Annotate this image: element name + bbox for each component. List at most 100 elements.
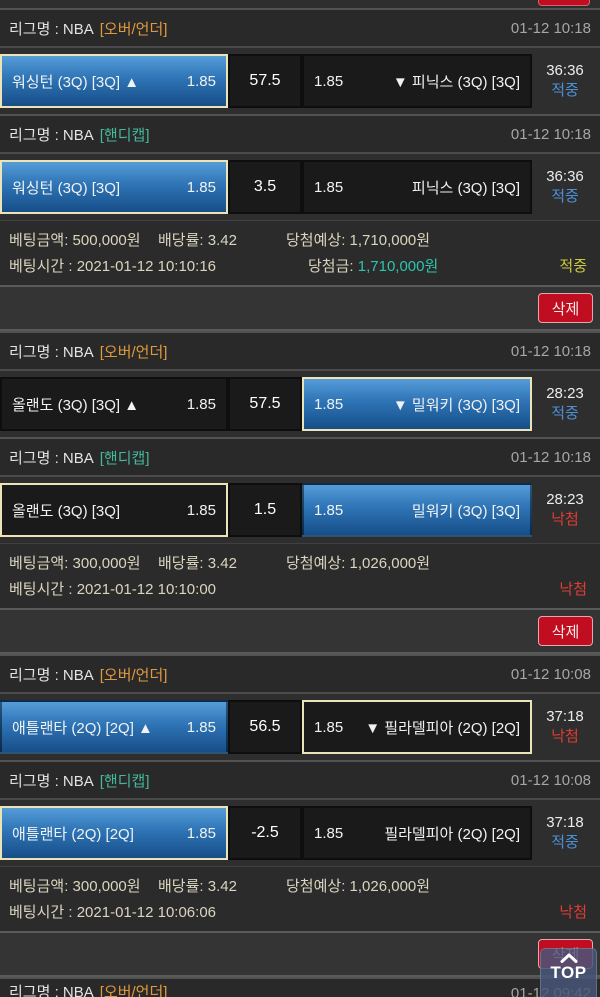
league-row: 리그명 : NBA [핸디캡] 01-12 10:18 (0, 437, 600, 477)
bet-row: 애틀랜타 (2Q) [2Q] 1.85 -2.5 1.85 필라델피아 (2Q)… (0, 800, 600, 866)
expected-win-value: 1,026,000원 (349, 877, 431, 895)
delete-row: 삭제 (0, 285, 600, 331)
chevron-up-icon (560, 953, 577, 963)
line-value: 56.5 (249, 718, 281, 735)
home-odds-value: 1.85 (186, 72, 216, 90)
away-odds-value: 1.85 (314, 501, 344, 519)
bet-placed-time: 01-12 10:08 (510, 771, 591, 789)
home-selection: 워싱턴 (3Q) [3Q] 1.85 (0, 160, 228, 214)
line-value: 57.5 (249, 395, 281, 412)
bet-placed-time: 01-12 10:18 (510, 342, 591, 360)
bet-status: 36:36 적중 (532, 61, 598, 101)
bet-result-badge: 적중 (551, 405, 579, 422)
bet-card: 리그명 : NBA [오버/언더] 01-12 10:18 올랜도 (3Q) [… (0, 331, 600, 654)
market-type-label: [오버/언더] (99, 343, 168, 361)
league-row: 리그명 : NBA [핸디캡] 01-12 10:18 (0, 114, 600, 154)
bet-amount-value: 500,000원 (72, 231, 141, 249)
league-label: 리그명 : NBA (9, 984, 94, 997)
expected-win-label: 당첨예상: (286, 877, 346, 895)
line-value-box: 1.5 (228, 483, 302, 537)
market-type-label: [오버/언더] (99, 20, 168, 38)
bet-time-value: 2021-01-12 10:06:06 (76, 903, 217, 921)
home-selection: 올랜도 (3Q) [3Q] 1.85 (0, 483, 228, 537)
away-selection: 1.85 ▼ 필라델피아 (2Q) [2Q] (302, 700, 532, 754)
bet-summary: 베팅금액: 300,000원 배당률: 3.42 당첨예상: 1,026,000… (0, 866, 600, 931)
away-team-label: 필라델피아 (2Q) [2Q] (384, 825, 520, 843)
bet-status: 37:18 적중 (532, 813, 598, 853)
expected-win-value: 1,026,000원 (349, 554, 431, 572)
league-row: 리그명 : NBA [핸디캡] 01-12 10:08 (0, 760, 600, 800)
bet-time-label: 베팅시간 : (9, 903, 73, 921)
bet-result-badge: 적중 (551, 834, 579, 851)
bet-row: 애틀랜타 (2Q) [2Q] ▲ 1.85 56.5 1.85 ▼ 필라델피아 … (0, 694, 600, 760)
home-selection: 애틀랜타 (2Q) [2Q] ▲ 1.85 (0, 700, 228, 754)
home-selection: 올랜도 (3Q) [3Q] ▲ 1.85 (0, 377, 228, 431)
total-odds-value: 3.42 (207, 877, 237, 895)
delete-row: 삭제 (0, 931, 600, 977)
delete-button-partial[interactable] (538, 0, 590, 6)
market-type-label: [핸디캡] (99, 126, 150, 144)
expected-win-label: 당첨예상: (286, 231, 346, 249)
line-value-box: 57.5 (228, 377, 302, 431)
away-selection: 1.85 ▼ 밀워키 (3Q) [3Q] (302, 377, 532, 431)
bet-time-label: 베팅시간 : (9, 257, 73, 275)
scroll-to-top-button[interactable]: TOP (540, 948, 597, 997)
bet-amount-label: 베팅금액: (9, 554, 69, 572)
bet-result-badge: 낙첨 (551, 511, 579, 528)
bet-amount: 베팅금액: 300,000원 (9, 552, 158, 573)
bet-time: 베팅시간 : 2021-01-12 10:10:16 (9, 255, 308, 276)
bet-time-label: 베팅시간 : (9, 580, 73, 598)
bet-result-badge: 낙첨 (551, 728, 579, 745)
game-time: 37:18 (546, 814, 584, 831)
payout-label: 당첨금: (308, 257, 354, 275)
away-selection: 1.85 피닉스 (3Q) [3Q] (302, 160, 532, 214)
bet-amount: 베팅금액: 500,000원 (9, 229, 158, 250)
delete-button[interactable]: 삭제 (538, 616, 593, 646)
home-odds-value: 1.85 (186, 395, 216, 413)
game-time: 28:23 (546, 491, 584, 508)
bet-amount: 베팅금액: 300,000원 (9, 875, 158, 896)
expected-win: 당첨예상: 1,026,000원 (286, 875, 430, 896)
line-value: 3.5 (253, 178, 277, 195)
total-odds-label: 배당률: (158, 877, 204, 895)
away-team-label: ▼ 피닉스 (3Q) [3Q] (392, 73, 520, 91)
total-odds: 배당률: 3.42 (158, 875, 286, 896)
home-selection: 애틀랜타 (2Q) [2Q] 1.85 (0, 806, 228, 860)
league-row: 리그명 : NBA [오버/언더] 01-12 10:18 (0, 8, 600, 48)
line-value-box: 57.5 (228, 54, 302, 108)
home-odds-value: 1.85 (186, 824, 216, 842)
away-selection: 1.85 ▼ 피닉스 (3Q) [3Q] (302, 54, 532, 108)
delete-button[interactable]: 삭제 (538, 293, 593, 323)
away-team-label: ▼ 밀워키 (3Q) [3Q] (392, 396, 520, 414)
bet-row: 올랜도 (3Q) [3Q] ▲ 1.85 57.5 1.85 ▼ 밀워키 (3Q… (0, 371, 600, 437)
market-type-label: [핸디캡] (99, 772, 150, 790)
bet-summary: 베팅금액: 300,000원 배당률: 3.42 당첨예상: 1,026,000… (0, 543, 600, 608)
expected-win-label: 당첨예상: (286, 554, 346, 572)
bet-row: 올랜도 (3Q) [3Q] 1.85 1.5 1.85 밀워키 (3Q) [3Q… (0, 477, 600, 543)
bet-time-value: 2021-01-12 10:10:00 (76, 580, 217, 598)
total-odds-value: 3.42 (207, 554, 237, 572)
bet-result-badge: 적중 (551, 82, 579, 99)
league-label: 리그명 : NBA (9, 343, 94, 361)
game-time: 36:36 (546, 168, 584, 185)
away-odds-value: 1.85 (314, 824, 344, 842)
payout-value: 1,710,000원 (357, 257, 439, 275)
league-label: 리그명 : NBA (9, 20, 94, 38)
away-team-label: 밀워키 (3Q) [3Q] (411, 502, 520, 520)
line-value: 1.5 (253, 501, 277, 518)
home-team-label: 올랜도 (3Q) [3Q] ▲ (12, 396, 140, 414)
delete-row: 삭제 (0, 608, 600, 654)
away-team-label: 피닉스 (3Q) [3Q] (411, 179, 520, 197)
league-row: 리그명 : NBA [오버/언더] 01-12 09:42 (0, 977, 600, 997)
home-odds-value: 1.85 (186, 718, 216, 736)
total-odds-value: 3.42 (207, 231, 237, 249)
market-type-label: [오버/언더] (99, 984, 168, 997)
league-label: 리그명 : NBA (9, 449, 94, 467)
away-team-label: ▼ 필라델피아 (2Q) [2Q] (365, 719, 520, 737)
away-selection: 1.85 필라델피아 (2Q) [2Q] (302, 806, 532, 860)
market-type-label: [핸디캡] (99, 449, 150, 467)
home-odds-value: 1.85 (186, 501, 216, 519)
home-team-label: 애틀랜타 (2Q) [2Q] (12, 825, 134, 843)
game-time: 28:23 (546, 385, 584, 402)
line-value-box: -2.5 (228, 806, 302, 860)
